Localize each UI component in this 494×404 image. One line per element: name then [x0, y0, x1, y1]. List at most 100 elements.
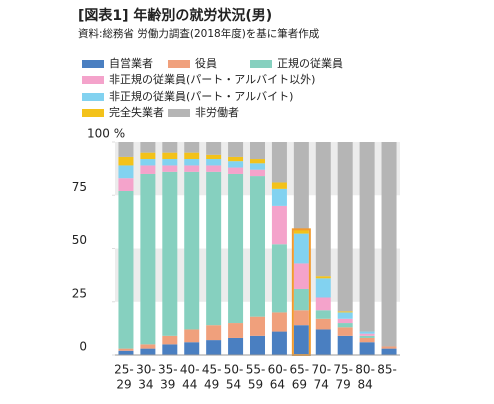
bar-segment — [184, 329, 200, 343]
y-tick-label: 75 — [72, 180, 87, 194]
legend-swatch — [82, 109, 104, 117]
y-tick-label: 25 — [72, 286, 87, 300]
bar-segment — [315, 142, 331, 277]
bar-segment — [293, 325, 309, 355]
bar-segment — [206, 325, 222, 341]
bar-segment — [381, 346, 397, 349]
bar-segment — [359, 337, 375, 343]
x-tick-label: 35- — [158, 363, 178, 377]
bar-segment — [337, 323, 353, 328]
legend-swatch — [82, 60, 104, 68]
x-tick-label: 84 — [357, 378, 372, 392]
bar-segment — [228, 156, 244, 162]
bar-segment — [337, 311, 353, 313]
bar-segment — [184, 152, 200, 160]
y-tick-label: 100 % — [87, 127, 125, 141]
bar-segment — [206, 159, 222, 166]
bar-segment — [293, 263, 309, 289]
bar-segment — [381, 142, 397, 347]
bar-segment — [315, 318, 331, 330]
bar-segment — [184, 142, 200, 153]
bar-segment — [228, 142, 244, 157]
bar-segment — [271, 205, 287, 245]
bar-segment — [206, 340, 222, 355]
bar-segment — [271, 331, 287, 355]
bar-segment — [337, 327, 353, 336]
bar-segment — [118, 350, 134, 355]
bar-segment — [250, 176, 265, 317]
bar-segment — [337, 318, 353, 324]
bar-segment — [359, 342, 375, 355]
x-tick-label: 40- — [180, 363, 200, 377]
bar-segment — [184, 342, 200, 355]
x-tick-label: 80- — [355, 363, 375, 377]
bar-segment — [162, 159, 178, 166]
legend-label: 正規の従業員 — [277, 56, 343, 70]
bar-segment — [271, 312, 287, 332]
bar-segment — [315, 310, 331, 319]
x-tick-label: 29 — [116, 378, 131, 392]
bar-segment — [228, 337, 244, 355]
bar-segment — [250, 335, 265, 355]
x-tick-label: 74 — [314, 378, 329, 392]
bar-segment — [162, 152, 178, 160]
legend-label: 非正規の従業員(パート・アルバイト) — [109, 89, 293, 103]
bar-segment — [250, 142, 265, 160]
chart-title: [図表1] 年齢別の就労状況(男) — [78, 7, 272, 24]
bar-segment — [271, 182, 287, 189]
bar-segment — [250, 159, 265, 164]
y-tick-label: 50 — [72, 233, 87, 247]
x-tick-label: 75- — [333, 363, 353, 377]
bar-segment — [271, 244, 287, 313]
x-tick-label: 69 — [292, 378, 307, 392]
bar-segment — [206, 154, 222, 160]
legend-label: 役員 — [195, 56, 217, 70]
bar-segment — [293, 288, 309, 311]
bar-segment — [206, 142, 222, 155]
bar-segment — [228, 173, 244, 324]
x-tick-label: 50- — [224, 363, 244, 377]
bar-segment — [140, 165, 156, 174]
bar-segment — [271, 188, 287, 206]
x-tick-label: 25- — [114, 363, 134, 377]
bar-segment — [118, 142, 134, 157]
x-tick-label: 64 — [270, 378, 285, 392]
bar-segment — [271, 142, 287, 183]
bar-segment — [315, 297, 331, 311]
bar-segment — [381, 348, 397, 355]
bar-segment — [293, 229, 309, 234]
legend-swatch — [168, 109, 190, 117]
y-tick-label: 0 — [79, 340, 87, 354]
bar-segment — [162, 171, 178, 336]
chart-subtitle: 資料:総務省 労働力調査(2018年度)を基に筆者作成 — [78, 27, 320, 40]
x-tick-label: 85- — [377, 363, 397, 377]
bar-segment — [184, 171, 200, 330]
bar-segment — [315, 278, 331, 298]
bar-segment — [184, 159, 200, 166]
x-tick-label: 30- — [136, 363, 156, 377]
legend-label: 完全失業者 — [109, 105, 164, 119]
legend-label: 非正規の従業員(パート・アルバイト以外) — [109, 72, 315, 86]
bar-segment — [162, 142, 178, 153]
bar-segment — [162, 165, 178, 172]
x-tick-label: 39 — [160, 378, 175, 392]
bar-segment — [315, 276, 331, 279]
bar-segment — [250, 169, 265, 177]
bar-segment — [140, 152, 156, 160]
bar-segment — [337, 142, 353, 312]
bar-segment — [359, 142, 375, 332]
bar-segment — [184, 165, 200, 172]
bar-segment — [250, 316, 265, 336]
legend-swatch — [82, 93, 104, 101]
bar-segment — [140, 348, 156, 355]
legend-swatch — [168, 60, 190, 68]
x-tick-label: 60- — [268, 363, 288, 377]
x-tick-label: 34 — [138, 378, 153, 392]
bar-segment — [293, 233, 309, 264]
bar-segment — [228, 323, 244, 338]
bar-segment — [140, 344, 156, 349]
x-tick-label: 49 — [204, 378, 219, 392]
bar-segment — [162, 335, 178, 345]
bar-segment — [315, 329, 331, 355]
